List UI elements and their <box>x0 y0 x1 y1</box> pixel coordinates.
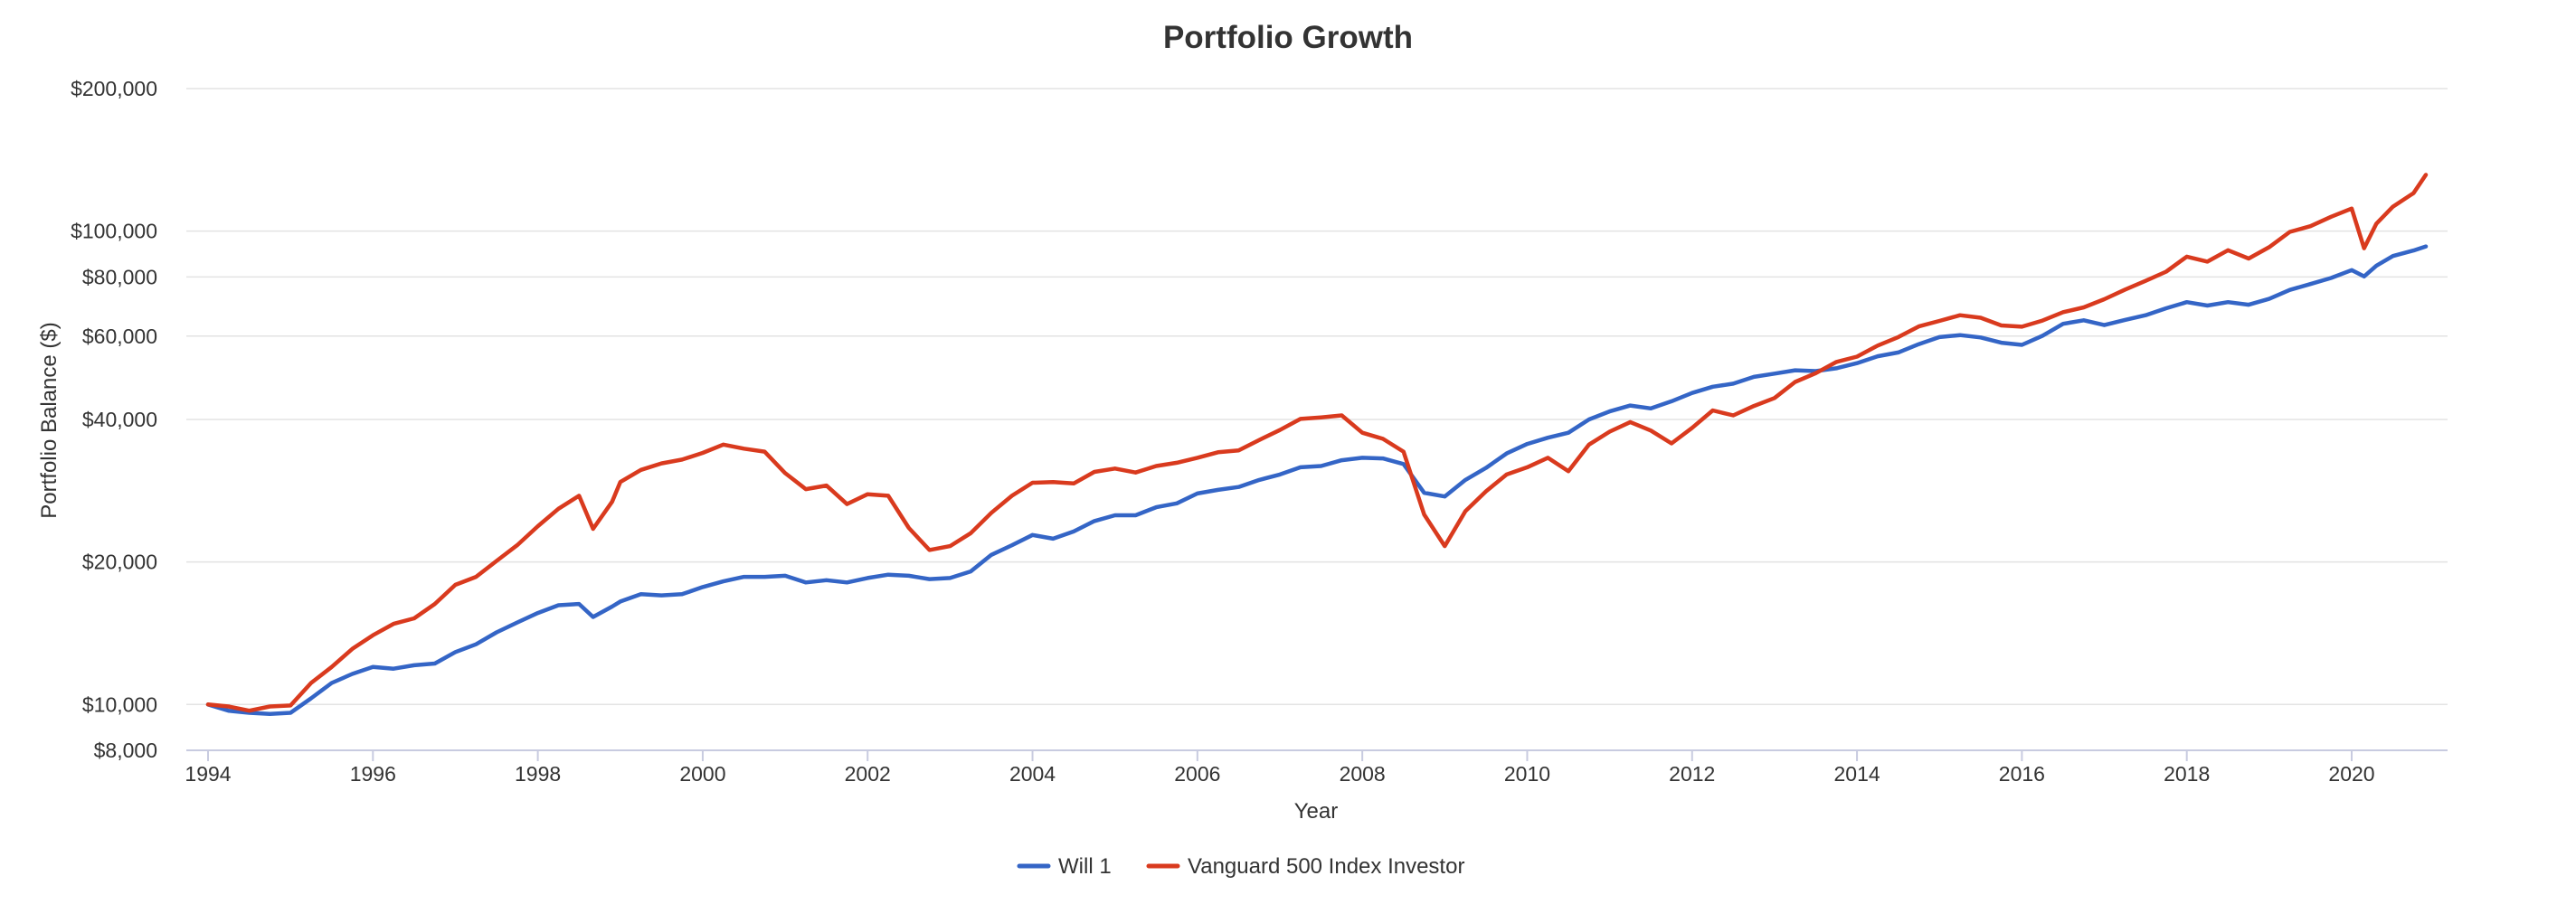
x-tick-label: 2018 <box>2164 762 2210 786</box>
x-tick-label: 2004 <box>1009 762 1056 786</box>
x-tick-label: 1996 <box>350 762 396 786</box>
chart-title: Portfolio Growth <box>1163 20 1413 55</box>
series-line-vanguard-500[interactable] <box>205 173 2429 713</box>
x-tick-label: 2010 <box>1504 762 1550 786</box>
x-tick-label: 1998 <box>515 762 561 786</box>
legend-item-will-1[interactable]: Will 1 <box>1017 854 1112 879</box>
x-tick-label: 2006 <box>1174 762 1220 786</box>
y-axis-label: Portfolio Balance ($) <box>37 322 62 518</box>
legend-item-vanguard-500[interactable]: Vanguard 500 Index Investor <box>1146 854 1464 879</box>
y-axis-ticks: $8,000 $10,000 $20,000 $40,000 $60,000 $80,00… <box>71 77 157 762</box>
y-tick-label: $200,000 <box>71 77 157 100</box>
y-tick-label: $60,000 <box>82 325 157 348</box>
legend-label: Vanguard 500 Index Investor <box>1188 854 1464 879</box>
legend-label: Will 1 <box>1058 854 1112 879</box>
legend[interactable]: Will 1 Vanguard 500 Index Investor <box>1017 854 1464 879</box>
x-tick-label: 2016 <box>1999 762 2045 786</box>
y-tick-label: $10,000 <box>82 692 157 716</box>
y-tick-label: $80,000 <box>82 265 157 288</box>
series-lines <box>205 173 2429 716</box>
x-axis-ticks: 1994 1996 1998 2000 2002 2004 2006 2008 2010 2012… <box>185 750 2375 786</box>
x-tick-label: 2012 <box>1669 762 1715 786</box>
y-tick-label: $100,000 <box>71 220 157 243</box>
grid-lines <box>186 88 2448 706</box>
x-tick-label: 1994 <box>185 762 231 786</box>
x-tick-label: 2014 <box>1833 762 1880 786</box>
x-tick-label: 2002 <box>845 762 891 786</box>
x-tick-label: 2020 <box>2328 762 2374 786</box>
x-tick-label: 2008 <box>1340 762 1386 786</box>
x-axis-label: Year <box>1294 799 1339 824</box>
y-tick-label: $20,000 <box>82 551 157 574</box>
series-line-will-1[interactable] <box>205 244 2429 716</box>
x-tick-label: 2000 <box>679 762 725 786</box>
y-tick-label: $8,000 <box>94 739 157 762</box>
y-tick-label: $40,000 <box>82 408 157 431</box>
